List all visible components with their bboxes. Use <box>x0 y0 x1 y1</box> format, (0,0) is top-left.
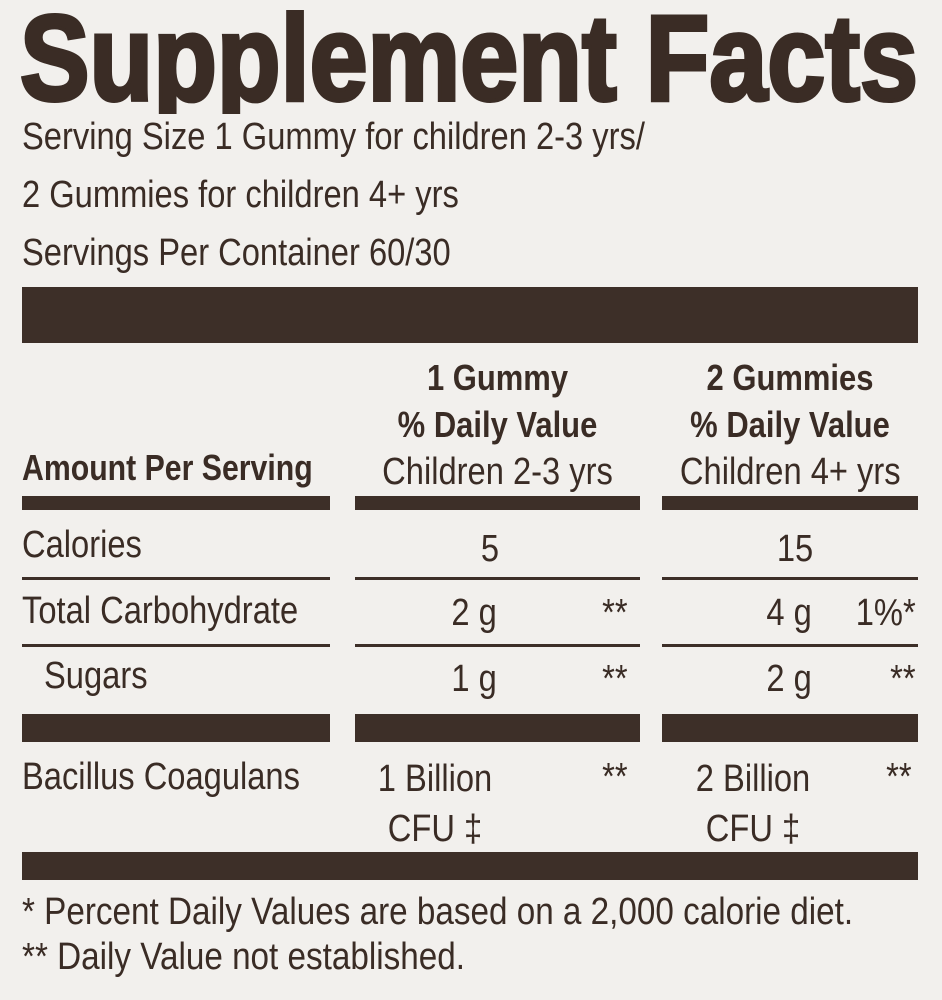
footnote-1: * Percent Daily Values are based on a 2,… <box>22 891 854 933</box>
row-carb-col1-dv: ** <box>602 592 628 634</box>
servings-per-container: Servings Per Container 60/30 <box>22 232 451 274</box>
row-bacillus-col1: 1 Billion <box>377 758 493 800</box>
row-bacillus-col1-unit: CFU ‡ <box>387 808 483 850</box>
divider <box>22 644 330 647</box>
thick-divider <box>22 287 918 343</box>
serving-size-line2: 2 Gummies for children 4+ yrs <box>22 174 459 216</box>
row-bacillus-name: Bacillus Coagulans <box>22 756 300 798</box>
col1-header-line1: 1 Gummy <box>426 357 569 398</box>
row-sugars-col2: 2 g <box>766 658 812 700</box>
amount-per-serving-label: Amount Per Serving <box>22 447 313 488</box>
divider <box>22 714 330 742</box>
svg-text:Supplement Facts: Supplement Facts <box>20 4 918 114</box>
serving-size-line1: Serving Size 1 Gummy for children 2-3 yr… <box>22 116 645 158</box>
col1-header-line2: % Daily Value <box>397 404 598 445</box>
row-bacillus-col2-dv: ** <box>886 756 912 798</box>
col2-header-line2: % Daily Value <box>690 404 890 445</box>
row-sugars-name: Sugars <box>44 655 148 697</box>
row-sugars-col1-dv: ** <box>602 658 628 700</box>
divider <box>355 577 640 580</box>
row-bacillus-col1-dv: ** <box>602 756 628 798</box>
page-title: Supplement Facts <box>18 4 920 114</box>
row-bacillus-col2: 2 Billion <box>695 758 811 800</box>
row-sugars-col1: 1 g <box>451 658 497 700</box>
row-carb-col2: 4 g <box>766 592 812 634</box>
thick-divider <box>22 852 918 880</box>
row-calories-col1: 5 <box>480 528 500 570</box>
row-carb-col1: 2 g <box>451 592 497 634</box>
row-bacillus-col2-unit: CFU ‡ <box>705 808 801 850</box>
row-calories-col2: 15 <box>776 528 814 570</box>
divider <box>355 496 640 510</box>
col2-header-line1: 2 Gummies <box>706 357 874 398</box>
row-calories-name: Calories <box>22 524 142 566</box>
divider <box>22 577 330 580</box>
divider <box>355 644 640 647</box>
divider <box>662 577 918 580</box>
divider <box>355 714 640 742</box>
row-carb-name: Total Carbohydrate <box>22 590 299 632</box>
col1-header-line3: Children 2-3 yrs <box>382 451 613 493</box>
divider <box>662 714 918 742</box>
divider <box>662 644 918 647</box>
footnote-2: ** Daily Value not established. <box>22 936 465 978</box>
row-carb-col2-dv: 1%* <box>856 592 916 634</box>
divider <box>22 496 330 510</box>
row-sugars-col2-dv: ** <box>890 658 916 700</box>
col2-header-line3: Children 4+ yrs <box>679 451 901 493</box>
divider <box>662 496 918 510</box>
